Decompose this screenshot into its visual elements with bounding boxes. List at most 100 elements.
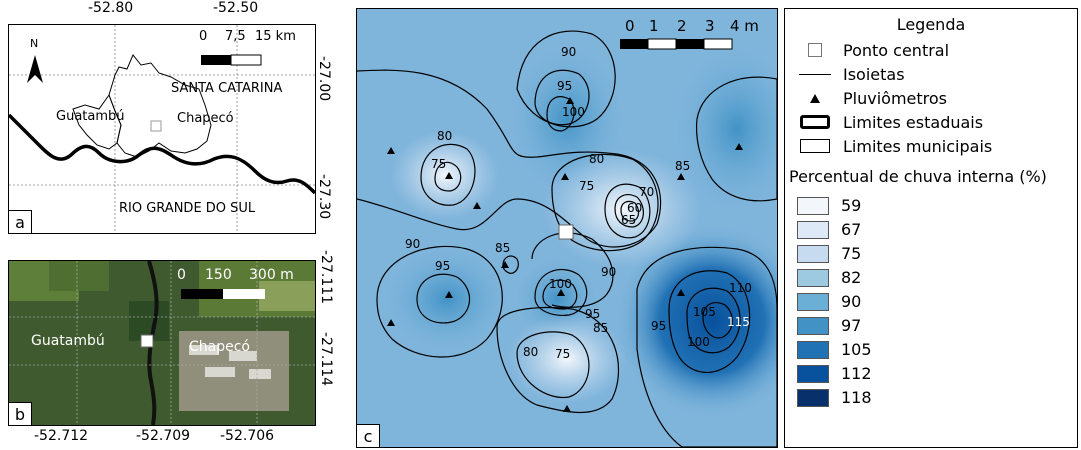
scale-tick: 3 [705,17,715,35]
line-icon [797,73,833,75]
contour-label: 65 [621,213,637,227]
color-scale-value: 105 [841,340,872,359]
municipal-border [108,54,212,158]
scale-tick: 0 [625,17,635,35]
contour-label: 95 [435,259,451,273]
scale-bar-segment [620,39,648,49]
central-point-marker [140,334,154,348]
rain-gauge-icon [557,289,565,296]
building [189,345,219,355]
scale-bar-segment [676,39,704,49]
legend-item: Limites estaduais [797,111,983,133]
river-border [147,261,159,425]
color-scale-value: 118 [841,388,872,407]
rain-gauge-icon [387,147,395,154]
scale-bar-segment [703,38,733,50]
municipal-border [72,93,122,150]
lat-label: -27.111 [318,250,334,305]
contour-label: 70 [639,185,655,199]
place-label: Guatambú [56,109,125,124]
rain-gauge-icon [566,97,574,104]
legend-title: Legenda [896,15,966,34]
contour-label: 105 [693,305,716,319]
north-arrow-icon [27,55,43,83]
scale-tick: 0 [177,267,186,283]
contour-label: 85 [495,241,511,255]
color-scale-row: 105 [797,339,872,360]
lon-label: -52.50 [213,0,259,16]
forest-patch [129,301,169,341]
triangle-icon [797,93,833,103]
scale-tick: 300 m [249,267,294,283]
contour-label: 75 [579,179,595,193]
place-label: Chapecó [189,339,250,355]
panel-label: c [357,424,380,447]
isohyet-lines [357,30,777,447]
panel-a-map: N 0 7,5 15 km SANTA CATARINA Guatambú Ch… [8,24,316,234]
color-scale-value: 67 [841,220,862,239]
rain-gauge-icon [473,202,481,209]
color-swatch [797,388,829,407]
legend-label: Pluviômetros [843,88,947,108]
legend-item: Limites municipais [797,135,992,157]
contour-label: 75 [555,347,571,361]
legend-label: Limites municipais [843,136,993,156]
color-swatch [797,292,829,311]
lon-label: -52.80 [88,0,134,16]
contour-label: 90 [561,45,577,59]
scale-bar-segment [647,38,677,50]
color-scale-value: 112 [841,364,872,383]
field-patch [259,281,315,311]
rain-gauge-icon [563,405,571,412]
color-swatch [797,196,829,215]
contour-label: 75 [431,157,447,171]
scale-bar-segment [181,289,223,299]
panel-c-isohyet-svg [357,9,777,447]
color-swatch [797,364,829,383]
legend-item: Ponto central [797,39,949,61]
color-swatch [797,340,829,359]
contour-label: 100 [549,277,572,291]
rain-gauge-icon [561,173,569,180]
contour-label: 110 [729,281,752,295]
scale-tick: 4 m [730,17,759,35]
contour-label: 85 [593,321,609,335]
panel-c-isohyet-map: 0 1 2 3 4 m 90 95 100 80 75 80 75 70 60 … [356,8,778,448]
state-border [9,113,315,195]
central-point-marker [558,224,574,240]
panel-b-satellite-svg [9,261,315,425]
color-scale-row: 112 [797,363,872,384]
scale-tick: 1 [649,17,659,35]
lat-label: -27.114 [318,332,334,387]
lon-label: -52.709 [136,428,191,444]
scale-tick: 0 [199,29,208,44]
panel-b-satellite: 0 150 300 m Guatambú Chapecó b [8,260,316,426]
color-scale-value: 97 [841,316,862,335]
rain-gauge-icon [387,319,395,326]
rain-gauges [387,97,743,412]
scale-tick: 15 km [255,29,296,44]
north-label: N [30,37,39,50]
lon-label: -52.712 [34,428,89,444]
legend-scale-title: Percentual de chuva interna (%) [789,167,1047,186]
color-scale-value: 90 [841,292,862,311]
field-patch [49,261,109,291]
color-scale-row: 75 [797,243,861,264]
place-label: Guatambú [31,333,105,349]
thick-box-icon [797,115,833,129]
color-swatch [797,268,829,287]
contour-label: 80 [437,129,453,143]
rain-gauge-icon [677,173,685,180]
legend-label: Isoietas [843,64,905,84]
legend-item: Isoietas [797,63,905,85]
legend-label: Ponto central [843,40,950,60]
thin-box-icon [797,139,833,153]
lon-label: -52.706 [220,428,275,444]
scale-bar-segment [230,54,262,66]
color-scale-row: 67 [797,219,861,240]
contour-label: 90 [405,237,421,251]
rain-gauge-icon [445,172,453,179]
place-label: Chapecó [177,111,234,126]
contour-label: 100 [687,335,710,349]
contour-label: 95 [651,319,667,333]
